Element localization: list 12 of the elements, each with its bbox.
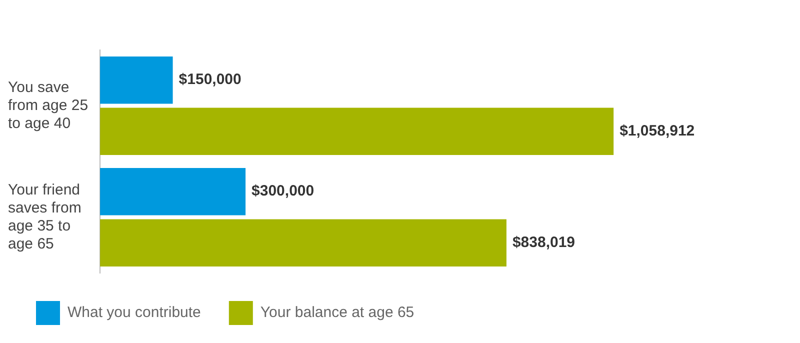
bar bbox=[100, 219, 506, 266]
bar bbox=[100, 168, 246, 216]
data-label: $150,000 bbox=[178, 71, 242, 88]
legend-label: Your balance at age 65 bbox=[260, 304, 414, 322]
data-label: $300,000 bbox=[252, 182, 314, 200]
data-label: $1,058,912 bbox=[620, 122, 695, 140]
bar bbox=[100, 108, 614, 155]
y-tick-label: Your friend saves from age 35 to age 65 bbox=[8, 181, 82, 252]
bar bbox=[100, 56, 173, 104]
data-label: $838,019 bbox=[512, 234, 576, 252]
y-tick-label: You save from age 25 to age 40 bbox=[8, 78, 88, 132]
legend-label: What you contribute bbox=[68, 304, 201, 322]
